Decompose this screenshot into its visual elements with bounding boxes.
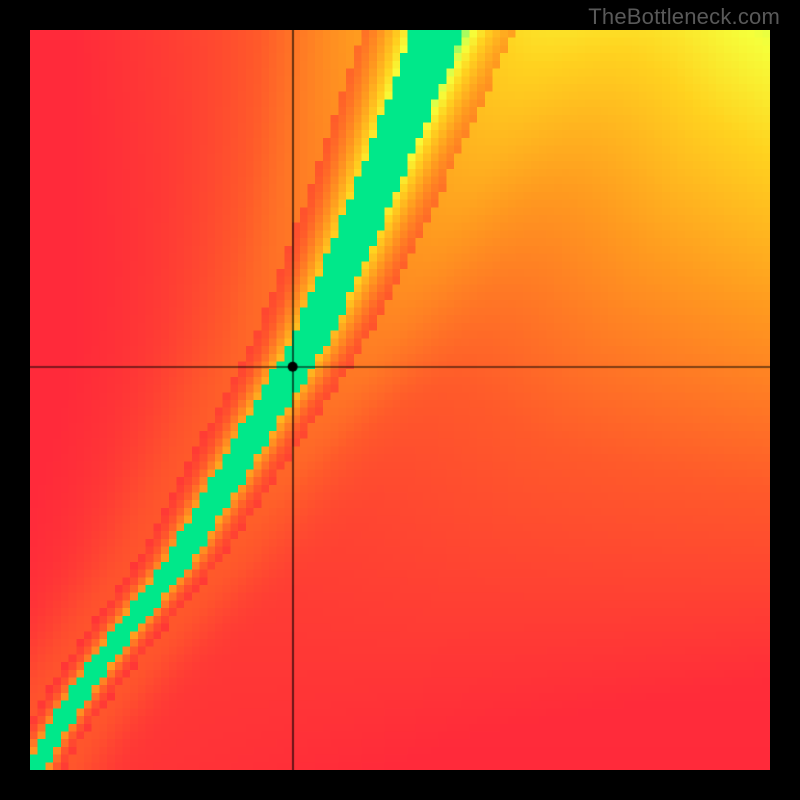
heatmap-canvas bbox=[30, 30, 770, 770]
watermark-label: TheBottleneck.com bbox=[588, 4, 780, 30]
chart-root: TheBottleneck.com bbox=[0, 0, 800, 800]
